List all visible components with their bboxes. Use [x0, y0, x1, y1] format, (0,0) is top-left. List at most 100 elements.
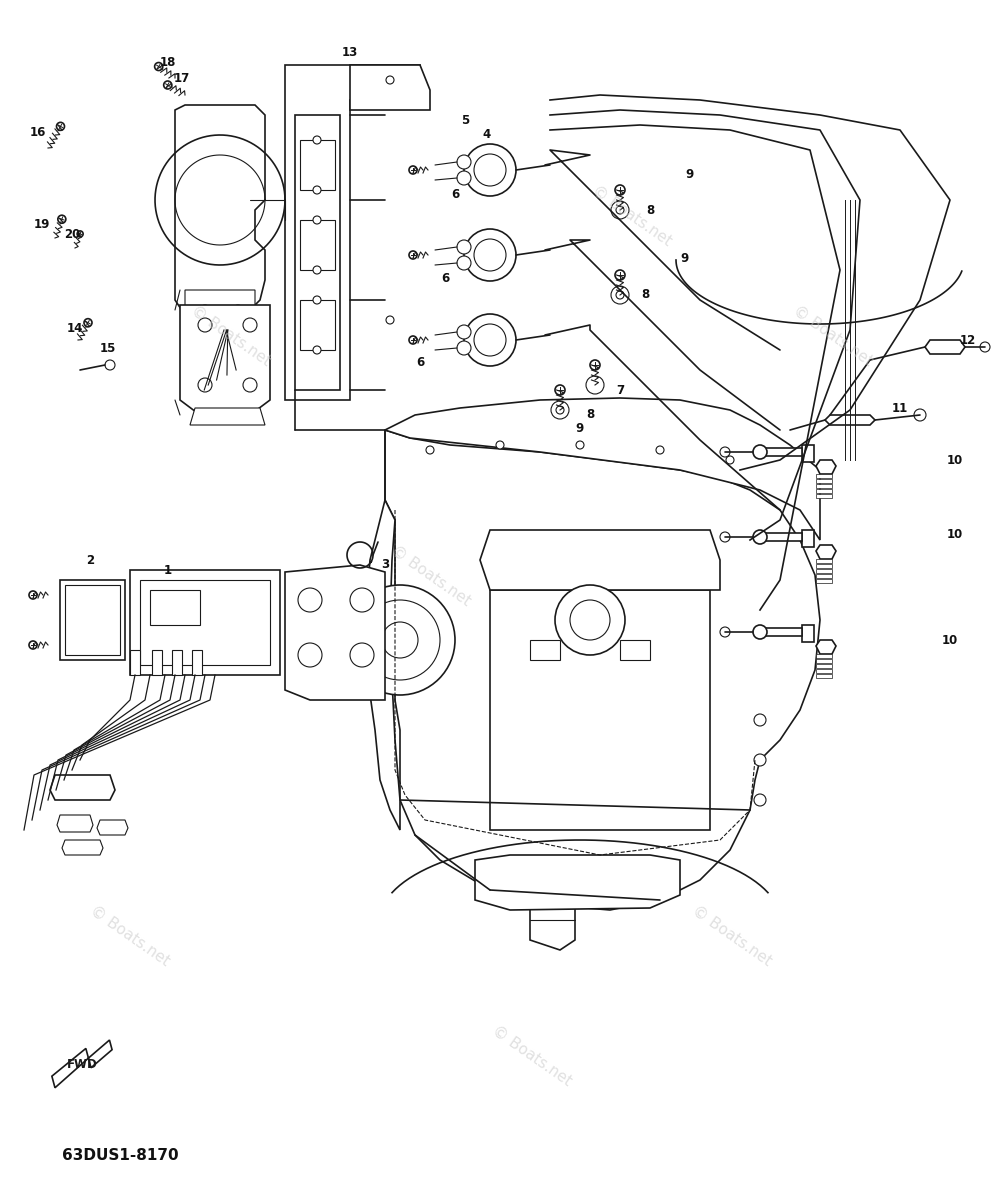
Polygon shape: [191, 650, 201, 674]
Circle shape: [464, 229, 515, 281]
Circle shape: [575, 440, 583, 449]
Text: FWD: FWD: [66, 1058, 97, 1072]
Text: 19: 19: [34, 218, 50, 232]
Text: © Boats.net: © Boats.net: [88, 904, 172, 968]
Polygon shape: [816, 578, 832, 583]
Polygon shape: [475, 854, 679, 910]
Text: 17: 17: [173, 72, 190, 84]
Polygon shape: [816, 559, 832, 563]
Circle shape: [242, 318, 257, 332]
Circle shape: [313, 296, 321, 304]
Bar: [300, 300, 335, 350]
Polygon shape: [802, 445, 814, 462]
Circle shape: [554, 584, 624, 655]
Text: © Boats.net: © Boats.net: [689, 904, 774, 968]
Text: 2: 2: [86, 553, 94, 566]
Text: 8: 8: [585, 408, 593, 421]
Circle shape: [199, 305, 209, 314]
Text: 9: 9: [680, 252, 688, 264]
Polygon shape: [385, 398, 820, 540]
Polygon shape: [184, 290, 255, 340]
Text: 10: 10: [941, 634, 957, 647]
Bar: [130, 570, 280, 674]
Polygon shape: [152, 650, 162, 674]
Polygon shape: [285, 565, 385, 700]
Circle shape: [753, 625, 767, 638]
Text: 8: 8: [645, 204, 653, 216]
Text: 6: 6: [416, 355, 424, 368]
Circle shape: [204, 383, 214, 392]
Polygon shape: [62, 840, 103, 854]
Text: © Boats.net: © Boats.net: [389, 544, 473, 608]
Text: 14: 14: [67, 322, 83, 335]
Polygon shape: [194, 374, 244, 404]
Bar: [529, 640, 559, 660]
Polygon shape: [179, 305, 270, 415]
Circle shape: [313, 216, 321, 224]
Text: 10: 10: [946, 528, 962, 541]
Circle shape: [719, 532, 729, 542]
Text: 5: 5: [460, 114, 469, 126]
Circle shape: [224, 383, 234, 392]
Bar: [619, 640, 649, 660]
Text: © Boats.net: © Boats.net: [489, 1024, 573, 1088]
Text: 8: 8: [640, 288, 648, 301]
Polygon shape: [816, 659, 832, 662]
Text: 9: 9: [575, 421, 583, 434]
Circle shape: [197, 378, 211, 392]
Circle shape: [409, 166, 417, 174]
Circle shape: [719, 626, 729, 637]
Polygon shape: [52, 1040, 112, 1087]
Polygon shape: [816, 640, 835, 654]
Circle shape: [457, 341, 471, 355]
Circle shape: [585, 376, 603, 394]
Polygon shape: [171, 650, 181, 674]
Polygon shape: [816, 474, 832, 478]
Circle shape: [29, 641, 37, 649]
Circle shape: [614, 270, 624, 280]
Polygon shape: [816, 664, 832, 668]
Text: 20: 20: [64, 228, 80, 241]
Polygon shape: [174, 104, 265, 320]
Text: 15: 15: [100, 342, 116, 354]
Circle shape: [610, 286, 628, 304]
Circle shape: [313, 266, 321, 274]
Circle shape: [58, 215, 66, 223]
Text: 13: 13: [342, 46, 358, 59]
Text: © Boats.net: © Boats.net: [188, 304, 273, 368]
Circle shape: [426, 446, 434, 454]
Bar: [150, 590, 199, 625]
Text: 16: 16: [30, 126, 46, 138]
Polygon shape: [285, 65, 420, 400]
Circle shape: [569, 600, 609, 640]
Polygon shape: [50, 775, 115, 800]
Circle shape: [298, 588, 322, 612]
Text: © Boats.net: © Boats.net: [589, 184, 673, 248]
Polygon shape: [816, 545, 835, 559]
Bar: [60, 580, 125, 660]
Circle shape: [589, 360, 599, 370]
Polygon shape: [385, 430, 820, 910]
Circle shape: [350, 643, 374, 667]
Bar: [140, 580, 270, 665]
Circle shape: [614, 185, 624, 194]
Polygon shape: [760, 533, 802, 541]
Polygon shape: [816, 479, 832, 482]
Polygon shape: [760, 448, 802, 456]
Circle shape: [313, 346, 321, 354]
Circle shape: [979, 342, 989, 352]
Circle shape: [753, 530, 767, 544]
Circle shape: [555, 406, 563, 414]
Circle shape: [474, 239, 505, 271]
Circle shape: [464, 314, 515, 366]
Polygon shape: [816, 674, 832, 678]
Polygon shape: [97, 820, 128, 835]
Polygon shape: [365, 500, 400, 830]
Circle shape: [409, 251, 417, 259]
Circle shape: [84, 319, 92, 326]
Circle shape: [154, 62, 162, 71]
Circle shape: [386, 316, 394, 324]
Circle shape: [350, 588, 374, 612]
Bar: [300, 140, 335, 190]
Circle shape: [457, 170, 471, 185]
